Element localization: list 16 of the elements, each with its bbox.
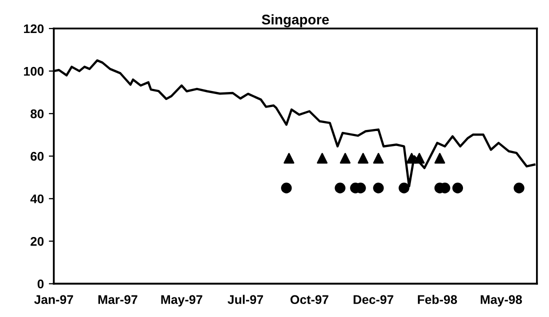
x-tick-label: Jul-97 xyxy=(228,294,264,304)
x-tick-label: Feb-98 xyxy=(418,294,457,304)
y-tick-label: 40 xyxy=(30,194,44,204)
chart-title: Singapore xyxy=(262,14,329,28)
x-tick-label: May-98 xyxy=(480,295,522,306)
x-tick-label: Dec-97 xyxy=(354,295,394,304)
y-tick-label: 120 xyxy=(24,24,44,34)
y-tick-label: 20 xyxy=(30,236,44,246)
y-tick-label: 60 xyxy=(30,152,44,161)
x-tick-label: Oct-97 xyxy=(290,295,328,304)
x-tick-label: Mar-97 xyxy=(98,295,138,304)
y-tick-label: 100 xyxy=(24,66,44,76)
y-tick-label: 80 xyxy=(30,109,44,118)
x-tick-label: Jan-97 xyxy=(34,295,74,304)
y-tick-label: 0 xyxy=(38,280,44,288)
x-tick-label: May-97 xyxy=(161,295,202,306)
